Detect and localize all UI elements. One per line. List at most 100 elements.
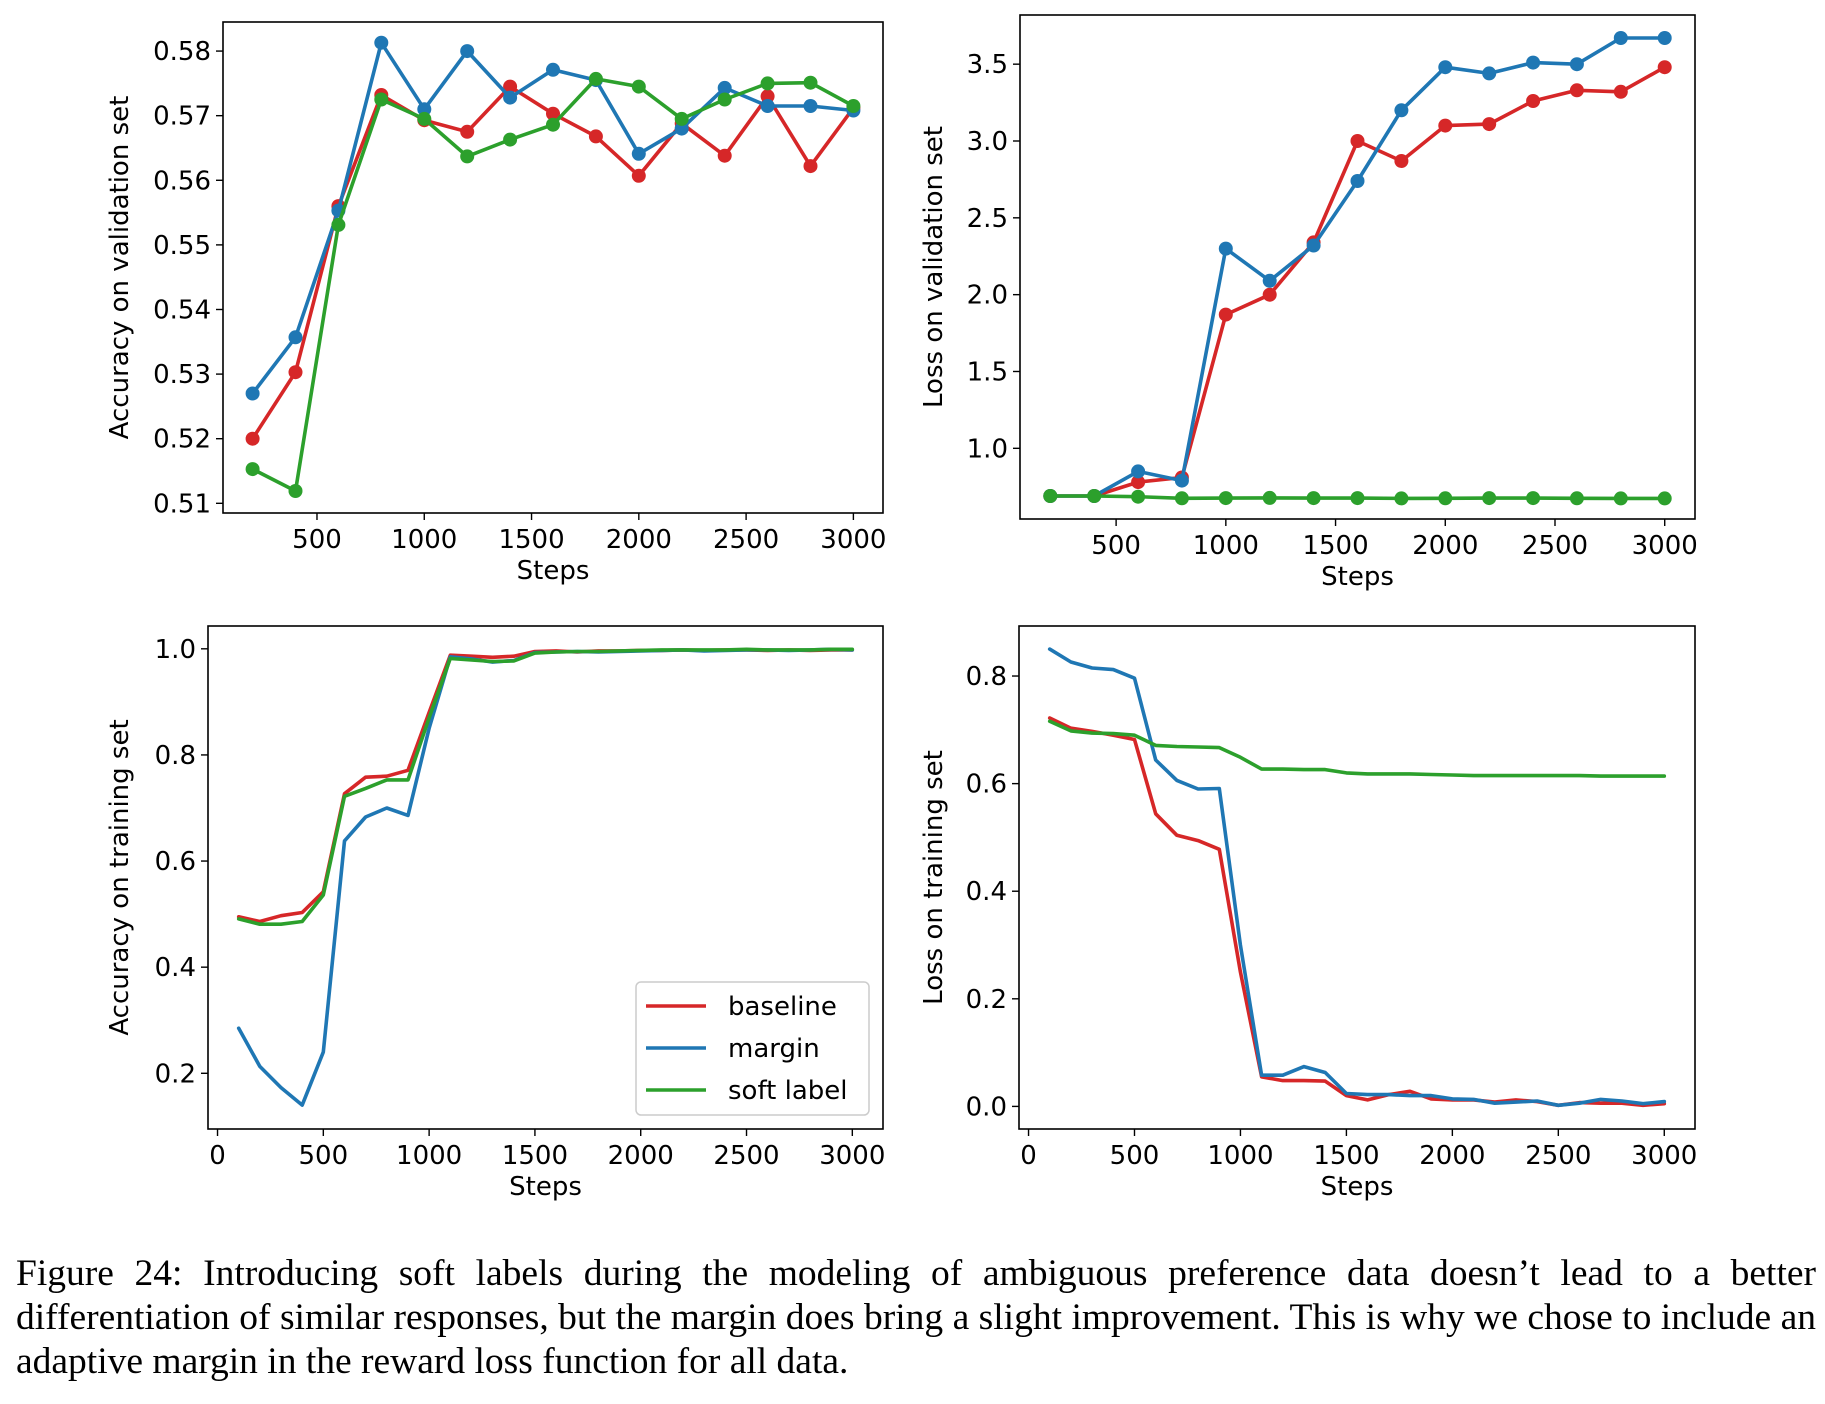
figure-24: 500 1000 1500 2000 2500 3000 0.51 0.52 0.53 0.54 0… (105, 14, 1698, 1202)
y-tick-label: 0.55 (153, 231, 211, 261)
y-axis-label: Loss on training set (919, 750, 949, 1005)
x-tick-label: 3000 (819, 1141, 885, 1171)
x-tick-label: 2000 (606, 525, 672, 555)
point-baseline-2600 (1569, 83, 1584, 98)
legend-entry-margin: margin (646, 1034, 820, 1064)
point-soft-label-1600 (1350, 491, 1365, 506)
x-tick-label: 2000 (608, 1141, 674, 1171)
y-tick-label: 0.4 (155, 953, 196, 983)
point-baseline-2000 (1438, 118, 1453, 133)
x-tick-label: 1000 (1193, 531, 1259, 561)
legend-label: margin (728, 1034, 820, 1064)
series-soft-label (1047, 719, 1667, 778)
point-soft-label-1200 (1262, 490, 1277, 505)
point-soft-label-600 (331, 217, 346, 232)
legend-entry-soft-label: soft label (646, 1076, 848, 1106)
point-margin-1000 (1218, 241, 1233, 256)
point-soft-label-400 (288, 484, 303, 498)
point-baseline-400 (288, 365, 303, 380)
y-tick-label: 0.6 (155, 847, 196, 877)
y-tick-label: 2.5 (967, 204, 1008, 234)
point-soft-label-800 (1174, 491, 1189, 506)
x-tick-label: 2000 (1419, 1141, 1485, 1171)
point-margin-1400 (503, 90, 518, 105)
x-tick-label: 1000 (1207, 1141, 1273, 1171)
x-tick-label: 1000 (391, 525, 457, 555)
series-soft-label (236, 647, 855, 927)
series-baseline (245, 79, 861, 446)
x-tick-label: 0 (1020, 1141, 1037, 1171)
point-margin-1800 (1394, 103, 1409, 118)
point-soft-label-1000 (1218, 491, 1233, 506)
point-baseline-1400 (503, 79, 518, 94)
point-soft-label-200 (245, 462, 260, 477)
point-baseline-2800 (803, 159, 818, 174)
point-soft-label-2800 (803, 75, 818, 90)
point-soft-label-2600 (1569, 491, 1584, 506)
point-margin-2800 (803, 99, 818, 113)
point-soft-label-1200 (460, 149, 475, 164)
y-tick-label: 0.58 (153, 37, 211, 67)
y-tick-label: 0.57 (153, 102, 211, 132)
legend-label: soft label (728, 1076, 848, 1106)
figure-caption: Figure 24: Introducing soft labels durin… (16, 1253, 1816, 1382)
point-margin-800 (374, 35, 389, 50)
series-baseline (1043, 60, 1672, 503)
point-soft-label-2800 (1613, 491, 1628, 506)
point-baseline-1800 (588, 129, 603, 144)
x-tick-label: 1500 (502, 1141, 568, 1171)
point-baseline-2000 (631, 168, 646, 183)
panel-validation-accuracy: 500 1000 1500 2000 2500 3000 0.51 0.52 0.53 0.54 0… (105, 21, 886, 586)
x-tick-label: 3000 (1632, 531, 1698, 561)
y-axis-label: Loss on validation set (919, 126, 949, 408)
point-baseline-200 (245, 431, 260, 446)
line-soft-label (236, 647, 855, 927)
point-baseline-1200 (460, 124, 475, 139)
point-baseline-1000 (1218, 307, 1233, 322)
series-margin (1043, 31, 1672, 503)
point-soft-label-2200 (1482, 491, 1497, 506)
point-soft-label-1000 (417, 111, 432, 126)
point-margin-2800 (1613, 31, 1628, 45)
panel-validation-loss: 500 1000 1500 2000 2500 3000 1.0 1.5 2.0 2.5 3.0 3.… (919, 14, 1698, 592)
point-soft-label-1600 (546, 117, 560, 132)
legend-box (635, 981, 870, 1116)
axes-frame (1019, 14, 1696, 520)
x-tick-label: 2500 (713, 525, 779, 555)
point-soft-label-2400 (717, 92, 732, 107)
point-soft-label-2400 (1526, 491, 1541, 506)
point-baseline-600 (1131, 475, 1146, 490)
axes-frame (222, 21, 884, 514)
point-soft-label-2000 (631, 79, 646, 94)
point-baseline-1200 (1262, 287, 1277, 302)
point-margin-2600 (1569, 57, 1584, 72)
point-baseline-2800 (1613, 84, 1628, 99)
x-tick-label: 500 (299, 1141, 349, 1171)
axes-frame (207, 625, 884, 1130)
y-tick-label: 0.53 (153, 360, 211, 390)
y-tick-label: 0.52 (153, 425, 211, 455)
y-tick-label: 1.0 (967, 434, 1008, 464)
x-tick-label: 1500 (1313, 1141, 1379, 1171)
point-baseline-2600 (760, 89, 775, 104)
y-tick-label: 1.5 (967, 357, 1008, 387)
x-tick-label: 1500 (498, 525, 564, 555)
point-margin-1600 (1350, 174, 1365, 188)
point-margin-2000 (1438, 60, 1453, 75)
point-soft-label-2200 (674, 111, 689, 126)
point-margin-400 (288, 330, 303, 345)
point-soft-label-2600 (760, 76, 775, 91)
point-soft-label-1400 (1306, 491, 1321, 506)
point-soft-label-1400 (503, 132, 518, 147)
x-tick-label: 0 (209, 1141, 226, 1171)
series-soft-label (245, 71, 861, 498)
x-tick-label: 2000 (1412, 531, 1478, 561)
point-margin-2600 (760, 99, 775, 113)
point-baseline-2400 (1526, 94, 1541, 108)
y-tick-label: 1.0 (155, 635, 196, 665)
x-tick-label: 1000 (396, 1141, 462, 1171)
x-axis-label: Steps (517, 556, 590, 586)
y-tick-label: 0.51 (153, 489, 211, 519)
point-baseline-2400 (717, 148, 732, 163)
point-soft-label-1800 (588, 71, 603, 86)
